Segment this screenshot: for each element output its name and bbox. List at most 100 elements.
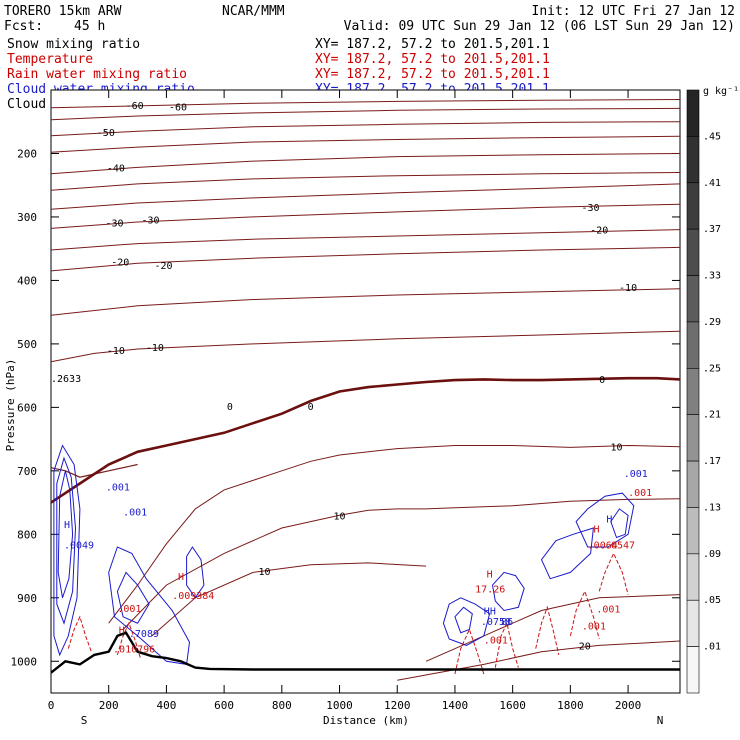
contour-annotation-9: .001 — [117, 604, 141, 615]
contour-annotation-7: .010796 — [113, 644, 155, 655]
x-tick-label-1400: 1400 — [442, 699, 469, 712]
field-name-1: Temperature — [7, 52, 93, 67]
colorbar-cell-7 — [686, 414, 700, 462]
y-tick-label-700: 700 — [17, 465, 37, 478]
contour-annotation-23: .001 — [596, 604, 620, 615]
contour-annotation-13: HH — [484, 606, 496, 617]
isotherm-warm-0-label-0: 10 — [610, 443, 622, 454]
rain-water-contour-2 — [535, 605, 560, 656]
cloud-water-contour-7 — [454, 606, 473, 634]
y-axis-label: Pressure (hPa) — [4, 359, 17, 452]
colorbar-tick-6: .21 — [703, 410, 721, 421]
isotherm-warm-2-label-0: 10 — [258, 567, 270, 578]
rain-water-contour-0 — [454, 628, 485, 675]
colorbar-tick-8: .13 — [703, 502, 721, 513]
isotherm-cold-10 — [50, 288, 681, 316]
contour-annotation-22: .001 — [628, 488, 652, 499]
colorbar-tick-11: .01 — [703, 642, 721, 653]
contour-annotation-21: .001 — [624, 469, 648, 480]
x-tick-label-800: 800 — [272, 699, 292, 712]
isotherm-cold-7 — [50, 203, 681, 229]
isotherm-warm-1 — [122, 498, 681, 630]
isotherm-warm-2 — [151, 562, 427, 637]
contour-annotation-8: .7089 — [129, 629, 159, 640]
cloud-water-contour-3 — [108, 546, 191, 665]
colorbar: .45 .41 .37 .33 .29 .25 .21 .17 .13 .09 .05 .01 g kg… — [686, 86, 739, 694]
contour-annotation-16: .001 — [484, 635, 508, 646]
rain-water-contour-3 — [569, 590, 600, 640]
isotherm-zero — [50, 376, 681, 504]
isotherm-cold-4-label-0: -40 — [107, 163, 125, 174]
x-tick-label-1600: 1600 — [499, 699, 526, 712]
isotherm-cold-11 — [50, 330, 681, 363]
contour-annotation-15: 86 — [501, 617, 513, 628]
field-xy-1: XY= 187.2, 57.2 to 201.5,201.1 — [315, 52, 550, 67]
isotherm-cold-8 — [50, 229, 681, 251]
cloud-water-contour-8 — [491, 571, 525, 612]
contour-annotation-3: .001 — [123, 507, 147, 518]
cloud-water-contour-0 — [53, 444, 81, 657]
x-tick-label-0: 0 — [48, 699, 55, 712]
x-end-label-north: N — [657, 714, 664, 727]
isotherm-cold-10-label-0: -10 — [619, 283, 637, 294]
field-name-0: Snow mixing ratio — [7, 37, 140, 52]
x-tick-label-200: 200 — [99, 699, 119, 712]
colorbar-cell-3 — [686, 228, 700, 276]
colorbar-tick-10: .05 — [703, 595, 721, 606]
isotherm-cold-0 — [50, 99, 681, 109]
colorbar-tick-1: .41 — [703, 178, 721, 189]
contour-annotation-14: .0758 — [481, 617, 511, 628]
colorbar-tick-0: .45 — [703, 131, 721, 142]
colorbar-tick-5: .25 — [703, 363, 721, 374]
isotherm-warm-1-label-0: 10 — [334, 511, 346, 522]
x-tick-label-600: 600 — [214, 699, 234, 712]
isotherm-cold-7-label-1: -30 — [142, 215, 160, 226]
y-tick-label-400: 400 — [17, 274, 37, 287]
y-tick-label-200: 200 — [17, 147, 37, 160]
y-tick-label-1000: 1000 — [11, 655, 38, 668]
forecast-label: Fcst: — [4, 19, 43, 34]
contour-annotation-12: 17.26 — [475, 585, 505, 596]
colorbar-cell-5 — [686, 321, 700, 369]
x-tick-label-2000: 2000 — [615, 699, 642, 712]
center-name: NCAR/MMM — [222, 4, 285, 19]
isotherm-warm-0 — [108, 444, 681, 624]
colorbar-cell-4 — [686, 275, 700, 323]
terrain-line — [50, 631, 680, 674]
colorbar-cell-2 — [686, 182, 700, 230]
isotherm-cold-0-label-1: -60 — [169, 103, 187, 114]
cloud-water-contour-9 — [540, 527, 594, 580]
isotherm-warm-4-label-0: 20 — [579, 641, 591, 652]
isotherm-cold-6-label-0: -30 — [582, 203, 600, 214]
y-tick-label-600: 600 — [17, 401, 37, 414]
colorbar-cell-0 — [686, 89, 700, 137]
isotherm-cold-4 — [50, 153, 681, 175]
y-tick-label-300: 300 — [17, 211, 37, 224]
isotherm-zero-label-2: 0 — [599, 375, 605, 386]
cloud-water-contour-2 — [57, 470, 74, 598]
isotherm-cold-9-label-0: -20 — [111, 257, 129, 268]
rain-water-contour-1 — [494, 621, 519, 668]
isotherm-cold-2 — [50, 121, 681, 137]
cloud-water-contour-11 — [610, 508, 629, 539]
contour-annotation-17: H — [593, 524, 599, 535]
colorbar-tick-3: .33 — [703, 271, 721, 282]
field-xy-2: XY= 187.2, 57.2 to 201.5,201.1 — [315, 67, 550, 82]
field-xy-0: XY= 187.2, 57.2 to 201.5,201.1 — [315, 37, 550, 52]
cloud-water-contour-5 — [186, 546, 205, 599]
cloud-water-contour-1 — [56, 456, 77, 625]
isotherm-cold-3 — [50, 135, 681, 153]
isotherm-cold-5 — [50, 172, 681, 191]
isotherm-cold-2-label-0: -50 — [97, 128, 115, 139]
isotherm-cold-0-label-0: -60 — [126, 101, 144, 112]
plot-frame — [50, 89, 681, 694]
colorbar-unit: g kg⁻¹ — [703, 86, 739, 97]
model-name: TORERO 15km ARW — [4, 4, 122, 19]
contour-annotation-24: .001 — [582, 622, 606, 633]
contour-annotation-18: H — [606, 514, 612, 525]
y-tick-label-500: 500 — [17, 338, 37, 351]
colorbar-cell-1 — [686, 136, 700, 184]
isotherm-cold-11-label-0: -10 — [107, 346, 125, 357]
colorbar-cell-9 — [686, 507, 700, 555]
